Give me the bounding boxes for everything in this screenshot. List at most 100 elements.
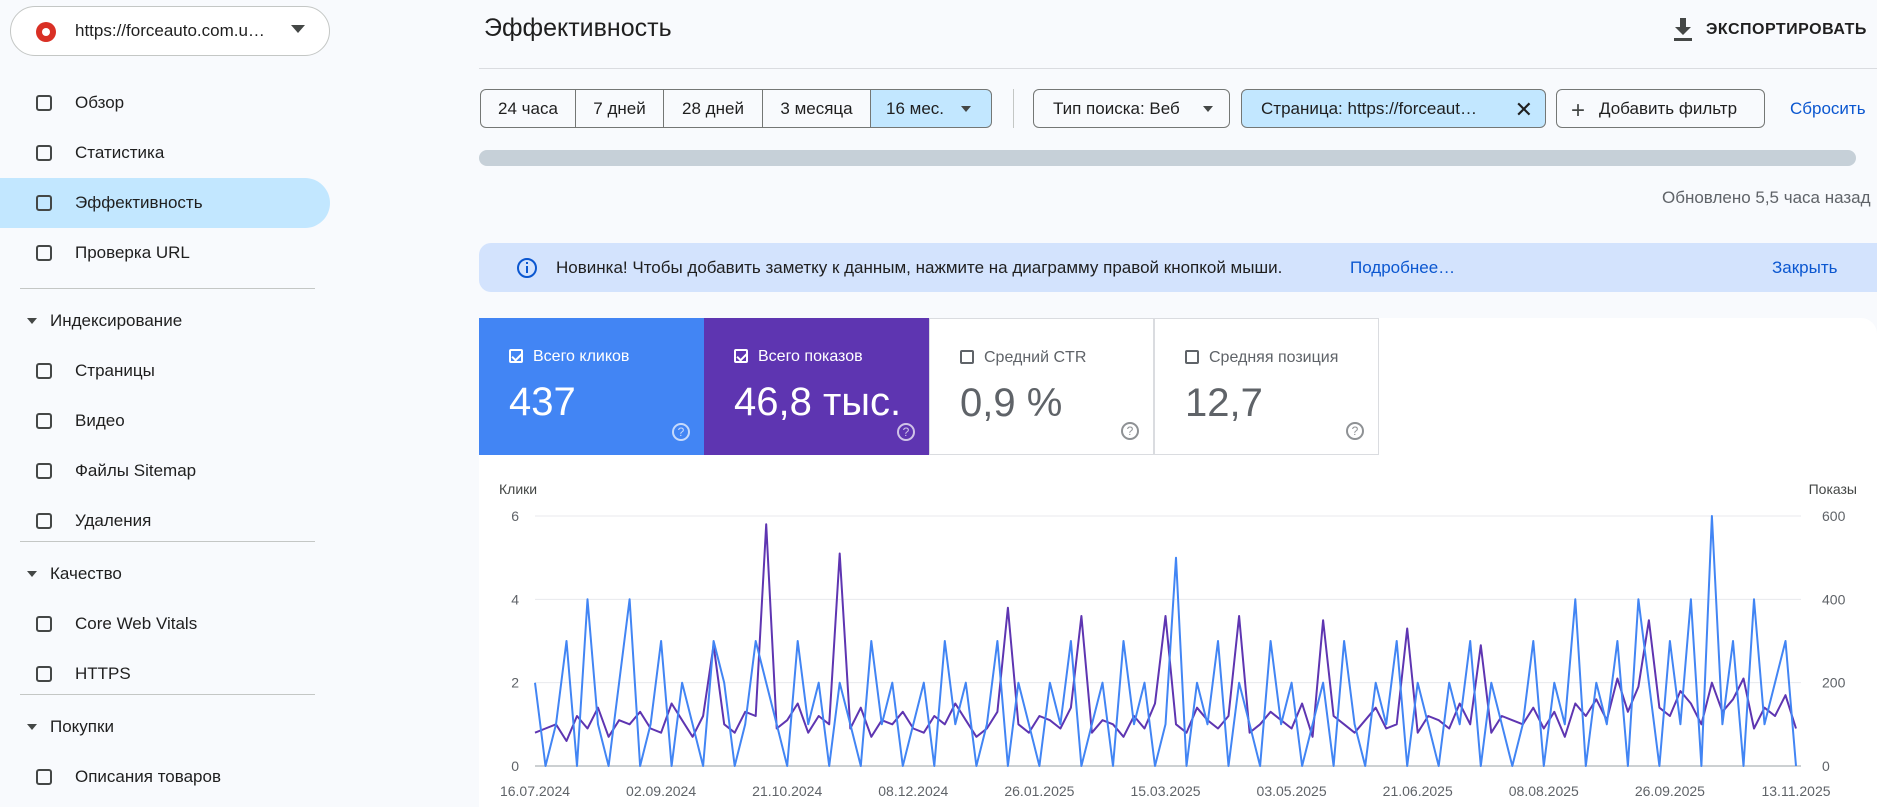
metric-card[interactable]: Всего показов 46,8 тыс.? bbox=[704, 318, 929, 455]
section-caret bbox=[27, 571, 37, 577]
x-tick-label: 26.09.2025 bbox=[1635, 783, 1705, 799]
dropdown-caret bbox=[291, 25, 305, 33]
metric-card[interactable]: Средняя позиция 12,7? bbox=[1154, 318, 1379, 455]
nav-section-title[interactable]: Покупки bbox=[50, 717, 114, 736]
x-tick-label: 08.08.2025 bbox=[1509, 783, 1579, 799]
nav-icon bbox=[36, 245, 52, 261]
progress-bar bbox=[479, 150, 1856, 166]
page-filter-chip[interactable]: Страница: https://forceaut… ✕ bbox=[1241, 89, 1546, 128]
export-button[interactable]: ЭКСПОРТИРОВАТЬ bbox=[1672, 16, 1867, 44]
nav-item[interactable]: Обзор bbox=[75, 93, 125, 112]
banner-close[interactable]: Закрыть bbox=[1772, 258, 1838, 277]
metric-card[interactable]: Средний CTR 0,9 %? bbox=[929, 318, 1154, 455]
date-range-chip[interactable]: 28 дней bbox=[663, 89, 763, 128]
date-range-chip[interactable]: 16 мес. bbox=[870, 89, 992, 128]
checkbox bbox=[509, 349, 523, 363]
y-tick-label: 0 bbox=[511, 758, 519, 774]
y-axis-label: Клики bbox=[499, 481, 537, 497]
nav-item[interactable]: Статистика bbox=[75, 143, 165, 162]
checkbox bbox=[960, 350, 974, 364]
dropdown-caret bbox=[961, 106, 971, 112]
nav-item[interactable]: Эффективность bbox=[75, 193, 203, 212]
divider bbox=[479, 68, 1877, 69]
nav-divider bbox=[20, 288, 315, 289]
banner-text: Новинка! Чтобы добавить заметку к данным… bbox=[556, 258, 1283, 277]
y2-tick-label: 600 bbox=[1822, 508, 1846, 524]
nav-divider bbox=[20, 694, 315, 695]
metric-value: 12,7 bbox=[1185, 381, 1263, 425]
dropdown-caret bbox=[1203, 106, 1213, 112]
y-tick-label: 6 bbox=[511, 508, 519, 524]
site-url: https://forceauto.com.u… bbox=[75, 21, 265, 40]
help-icon: ? bbox=[1346, 422, 1364, 440]
nav-section-title[interactable]: Качество bbox=[50, 564, 122, 583]
download-icon bbox=[1674, 18, 1692, 41]
x-tick-label: 13.11.2025 bbox=[1761, 783, 1830, 799]
metric-value: 46,8 тыс. bbox=[734, 380, 902, 424]
metric-label: Всего кликов bbox=[509, 348, 629, 366]
nav-icon bbox=[36, 363, 52, 379]
y2-tick-label: 200 bbox=[1822, 675, 1846, 691]
reset-button[interactable]: Сбросить bbox=[1790, 99, 1866, 118]
checkmark bbox=[736, 350, 748, 362]
export-label: ЭКСПОРТИРОВАТЬ bbox=[1706, 21, 1867, 38]
nav-icon bbox=[36, 463, 52, 479]
nav-item[interactable]: Файлы Sitemap bbox=[75, 461, 197, 480]
nav-icon bbox=[36, 145, 52, 161]
updated-text: Обновлено 5,5 часа назад bbox=[1662, 188, 1871, 207]
date-range-chip[interactable]: 24 часа bbox=[480, 89, 576, 128]
x-tick-label: 21.06.2025 bbox=[1383, 783, 1453, 799]
nav-icon bbox=[36, 95, 52, 111]
checkmark bbox=[511, 350, 523, 362]
nav-icon bbox=[36, 769, 52, 785]
site-icon bbox=[36, 22, 56, 42]
metric-card[interactable]: Всего кликов 437? bbox=[479, 318, 704, 455]
x-tick-label: 02.09.2024 bbox=[626, 783, 696, 799]
checkbox bbox=[1185, 350, 1199, 364]
y2-axis-label: Показы bbox=[1809, 481, 1857, 497]
date-range-chip[interactable]: 3 месяца bbox=[762, 89, 871, 128]
banner-link[interactable]: Подробнее… bbox=[1350, 258, 1456, 277]
y-tick-label: 4 bbox=[511, 591, 519, 607]
x-tick-label: 15.03.2025 bbox=[1130, 783, 1200, 799]
nav-item[interactable]: Core Web Vitals bbox=[75, 614, 198, 633]
nav-icon bbox=[36, 413, 52, 429]
sidebar: https://forceauto.com.u… Обзор Статистика… bbox=[0, 0, 340, 807]
plus-icon: + bbox=[1571, 97, 1586, 124]
chart: Клики Показы 0 2 4 6 0 200 400 600 16.07.2024 02.… bbox=[499, 481, 1857, 799]
nav-item[interactable]: Удаления bbox=[75, 511, 152, 530]
nav-item[interactable]: Видео bbox=[75, 411, 125, 430]
nav-icon bbox=[36, 616, 52, 632]
y2-tick-label: 400 bbox=[1822, 591, 1846, 607]
help-icon: ? bbox=[897, 423, 915, 441]
nav-item[interactable]: Проверка URL bbox=[75, 243, 190, 262]
help-icon: ? bbox=[672, 423, 690, 441]
add-filter-chip[interactable]: Добавить фильтр + bbox=[1556, 89, 1765, 128]
property-selector[interactable]: https://forceauto.com.u… bbox=[10, 6, 330, 56]
nav-item[interactable]: Описания товаров bbox=[75, 767, 221, 786]
metric-value: 437 bbox=[509, 380, 576, 424]
nav-active-bg bbox=[0, 178, 330, 228]
nav-icon bbox=[36, 513, 52, 529]
date-range-chip[interactable]: 7 дней bbox=[575, 89, 664, 128]
x-tick-label: 16.07.2024 bbox=[500, 783, 570, 799]
remove-filter[interactable]: ✕ bbox=[1514, 97, 1533, 122]
nav-section-title[interactable]: Индексирование bbox=[50, 311, 183, 330]
search-type-chip[interactable]: Тип поиска: Веб bbox=[1033, 89, 1230, 128]
metric-label: Средний CTR bbox=[960, 349, 1086, 367]
nav-item[interactable]: HTTPS bbox=[75, 664, 131, 683]
info-icon bbox=[517, 258, 537, 278]
series-line bbox=[534, 523, 1797, 742]
series-line bbox=[534, 515, 1797, 767]
nav-icon bbox=[36, 666, 52, 682]
nav-divider bbox=[20, 541, 315, 542]
info-banner: Новинка! Чтобы добавить заметку к данным… bbox=[479, 243, 1877, 292]
metric-label: Средняя позиция bbox=[1185, 349, 1338, 367]
help-icon: ? bbox=[1121, 422, 1139, 440]
checkbox bbox=[734, 349, 748, 363]
page-title: Эффективность bbox=[484, 14, 672, 42]
metric-value: 0,9 % bbox=[960, 381, 1063, 425]
nav-item[interactable]: Страницы bbox=[75, 361, 155, 380]
x-tick-label: 21.10.2024 bbox=[752, 783, 822, 799]
